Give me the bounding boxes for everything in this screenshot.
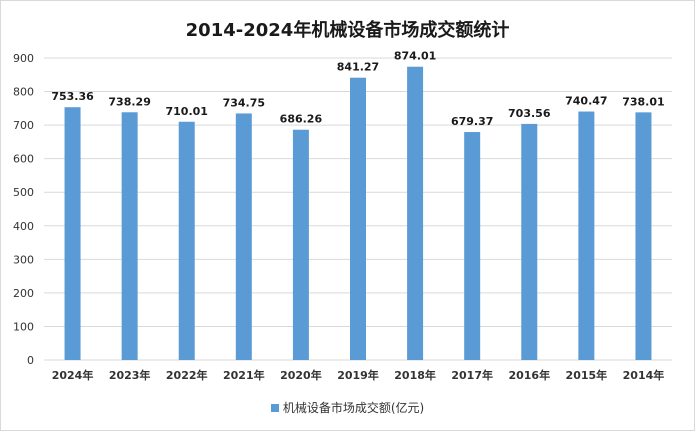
- y-tick-label: 600: [13, 153, 34, 166]
- x-tick-label: 2018年: [394, 368, 436, 382]
- bar-0: [64, 107, 81, 360]
- value-label: 740.47: [565, 95, 607, 108]
- y-tick-label: 0: [27, 354, 34, 367]
- value-label: 679.37: [451, 115, 493, 128]
- bar-3: [235, 113, 252, 360]
- chart-title: 2014-2024年机械设备市场成交额统计: [185, 20, 510, 41]
- y-tick-label: 900: [13, 52, 34, 65]
- y-axis: 0 100 200 300 400 500 600 700 800 900: [13, 52, 34, 367]
- bar-6: [407, 66, 424, 360]
- y-tick-label: 100: [13, 320, 34, 333]
- y-tick-label: 300: [13, 253, 34, 266]
- x-tick-label: 2021年: [223, 368, 265, 382]
- y-tick-label: 500: [13, 186, 34, 199]
- value-label: 841.27: [337, 61, 379, 74]
- legend: 机械设备市场成交额(亿元): [0, 399, 695, 416]
- y-tick-label: 800: [13, 86, 34, 99]
- x-tick-label: 2015年: [566, 368, 608, 382]
- value-label: 874.01: [394, 50, 436, 63]
- value-labels: 753.36 738.29 710.01 734.75 686.26 841.27 874.…: [51, 50, 664, 128]
- y-tick-label: 200: [13, 287, 34, 300]
- x-tick-label: 2016年: [508, 368, 550, 382]
- value-label: 738.29: [108, 95, 150, 108]
- bar-2: [178, 121, 195, 360]
- x-tick-label: 2023年: [109, 368, 151, 382]
- legend-label: 机械设备市场成交额(亿元): [282, 401, 425, 415]
- x-tick-label: 2022年: [166, 368, 208, 382]
- value-label: 753.36: [51, 90, 94, 103]
- value-label: 686.26: [280, 113, 323, 126]
- bar-4: [292, 129, 309, 360]
- bar-1: [121, 112, 138, 360]
- bar-5: [350, 77, 366, 360]
- y-tick-label: 700: [13, 119, 34, 132]
- bar-8: [521, 123, 538, 360]
- x-tick-label: 2019年: [337, 368, 379, 382]
- x-tick-label: 2017年: [451, 368, 493, 382]
- legend-swatch: [270, 403, 279, 412]
- bar-9: [578, 111, 595, 360]
- x-tick-label: 2020年: [280, 368, 322, 382]
- x-axis: 2024年 2023年 2022年 2021年 2020年 2019年 2018年 2017年…: [52, 368, 665, 382]
- bar-7: [464, 132, 481, 360]
- value-label: 710.01: [166, 105, 208, 118]
- value-label: 738.01: [622, 95, 664, 108]
- value-label: 734.75: [223, 96, 265, 109]
- x-tick-label: 2014年: [623, 368, 665, 382]
- y-tick-label: 400: [13, 220, 34, 233]
- bar-10: [635, 112, 652, 360]
- x-tick-label: 2024年: [52, 368, 94, 382]
- value-label: 703.56: [508, 107, 551, 120]
- bars: [64, 66, 652, 360]
